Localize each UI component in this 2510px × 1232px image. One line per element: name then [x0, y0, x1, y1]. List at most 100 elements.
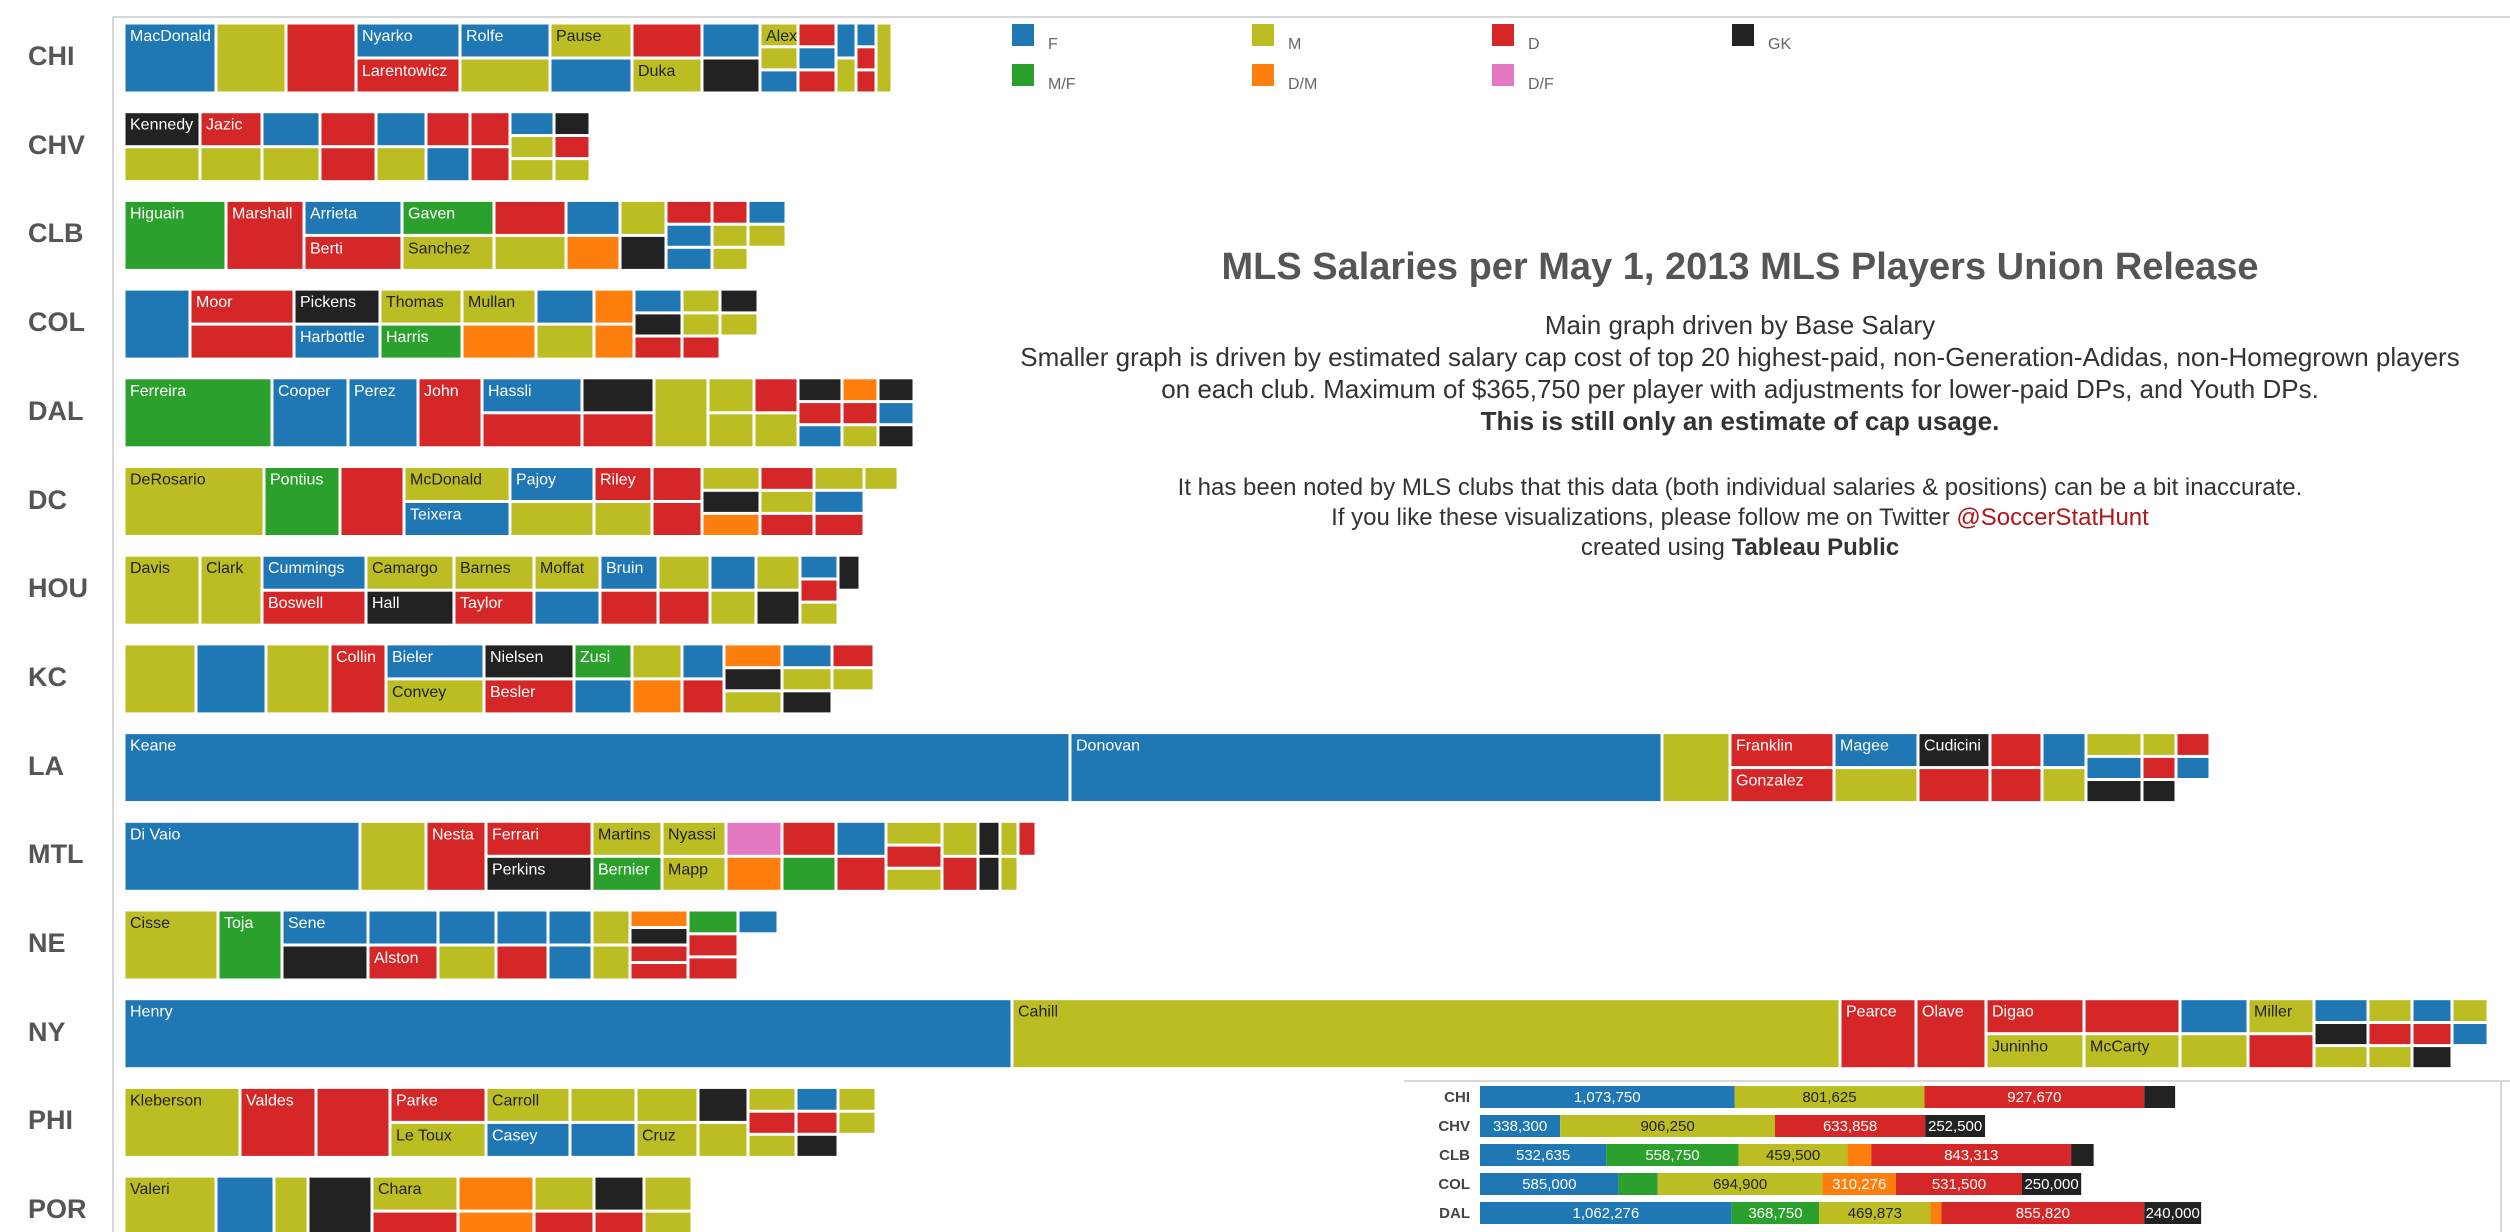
- player-tile[interactable]: [644, 1176, 692, 1211]
- player-tile-pause[interactable]: [550, 23, 632, 58]
- cap-bar-segment[interactable]: [1930, 1202, 1942, 1224]
- player-tile[interactable]: [510, 112, 554, 135]
- player-tile-bernier[interactable]: [592, 856, 662, 891]
- player-tile[interactable]: [566, 235, 620, 270]
- player-tile-duka[interactable]: [632, 58, 702, 93]
- player-tile[interactable]: [554, 159, 590, 182]
- player-tile[interactable]: [600, 590, 658, 625]
- player-tile[interactable]: [682, 644, 724, 679]
- player-tile[interactable]: [702, 513, 760, 537]
- player-tile-kennedy[interactable]: [124, 112, 200, 147]
- player-tile-le-toux[interactable]: [390, 1122, 486, 1157]
- player-tile[interactable]: [702, 23, 760, 58]
- player-tile[interactable]: [534, 1211, 594, 1232]
- player-tile[interactable]: [842, 425, 878, 448]
- player-tile-casey[interactable]: [486, 1122, 570, 1157]
- player-tile[interactable]: [856, 23, 876, 47]
- player-tile-pajoy[interactable]: [510, 467, 594, 501]
- player-tile[interactable]: [644, 1211, 692, 1232]
- player-tile[interactable]: [886, 868, 942, 891]
- player-tile[interactable]: [796, 1134, 838, 1157]
- player-tile[interactable]: [666, 200, 712, 224]
- player-tile-alex[interactable]: [760, 23, 798, 47]
- player-tile[interactable]: [620, 235, 666, 270]
- player-tile[interactable]: [720, 313, 758, 336]
- player-tile[interactable]: [438, 945, 496, 980]
- player-tile[interactable]: [496, 910, 548, 945]
- player-tile[interactable]: [666, 247, 712, 270]
- player-tile[interactable]: [712, 224, 748, 247]
- player-tile-cisse[interactable]: [124, 910, 218, 980]
- player-tile-magee[interactable]: [1834, 733, 1918, 768]
- player-tile[interactable]: [760, 467, 814, 490]
- player-tile[interactable]: [754, 413, 798, 448]
- cap-bar-segment[interactable]: [1480, 1173, 1619, 1195]
- player-tile[interactable]: [856, 47, 876, 70]
- cap-bar-segment[interactable]: [1819, 1202, 1931, 1224]
- tableau-public-link[interactable]: Tableau Public: [1731, 534, 1900, 561]
- player-tile[interactable]: [978, 856, 1000, 891]
- player-tile[interactable]: [782, 691, 832, 714]
- player-tile[interactable]: [376, 147, 426, 182]
- player-tile[interactable]: [2180, 1034, 2248, 1069]
- cap-bar-segment[interactable]: [1657, 1173, 1823, 1195]
- player-tile[interactable]: [286, 23, 356, 93]
- player-tile[interactable]: [836, 821, 886, 856]
- player-tile[interactable]: [838, 1087, 876, 1111]
- player-tile[interactable]: [756, 590, 800, 625]
- player-tile[interactable]: [712, 200, 748, 224]
- player-tile-alston[interactable]: [368, 945, 438, 980]
- player-tile[interactable]: [460, 58, 550, 93]
- player-tile-davis[interactable]: [124, 555, 200, 625]
- player-tile[interactable]: [838, 555, 860, 590]
- player-tile[interactable]: [1918, 768, 1990, 803]
- player-tile[interactable]: [534, 1176, 594, 1211]
- player-tile[interactable]: [814, 513, 864, 537]
- player-tile-zusi[interactable]: [574, 644, 632, 679]
- player-tile[interactable]: [196, 644, 266, 714]
- player-tile[interactable]: [2086, 780, 2142, 803]
- player-tile[interactable]: [878, 402, 914, 425]
- cap-bar-segment[interactable]: [1941, 1202, 2145, 1224]
- player-tile[interactable]: [594, 324, 634, 359]
- player-tile[interactable]: [738, 910, 778, 934]
- player-tile[interactable]: [594, 502, 652, 536]
- player-tile-boswell[interactable]: [262, 590, 366, 625]
- player-tile-pickens[interactable]: [294, 289, 380, 324]
- player-tile[interactable]: [2412, 999, 2452, 1023]
- player-tile-harris[interactable]: [380, 324, 462, 359]
- player-tile[interactable]: [782, 644, 832, 668]
- player-tile[interactable]: [2412, 1046, 2452, 1069]
- player-tile[interactable]: [814, 467, 864, 490]
- player-tile-gaven[interactable]: [402, 200, 494, 235]
- player-tile-collin[interactable]: [330, 644, 386, 714]
- player-tile[interactable]: [536, 289, 594, 324]
- player-tile-mullan[interactable]: [462, 289, 536, 324]
- player-tile[interactable]: [124, 289, 190, 359]
- player-tile[interactable]: [510, 159, 554, 182]
- player-tile-perez[interactable]: [348, 378, 418, 448]
- player-tile-besler[interactable]: [484, 679, 574, 714]
- player-tile[interactable]: [496, 945, 548, 980]
- player-tile-cummings[interactable]: [262, 555, 366, 590]
- player-tile[interactable]: [2314, 1023, 2368, 1046]
- player-tile[interactable]: [2412, 1023, 2452, 1046]
- player-tile-nyarko[interactable]: [356, 23, 460, 58]
- player-tile[interactable]: [262, 112, 320, 147]
- player-tile[interactable]: [634, 289, 682, 313]
- player-tile[interactable]: [376, 112, 426, 147]
- player-tile-mcdonald[interactable]: [404, 467, 510, 501]
- player-tile-pearce[interactable]: [1840, 999, 1916, 1069]
- player-tile[interactable]: [536, 324, 594, 359]
- player-tile[interactable]: [688, 934, 738, 957]
- cap-bar-segment[interactable]: [1924, 1086, 2145, 1108]
- player-tile-nyassi[interactable]: [662, 821, 726, 856]
- player-tile[interactable]: [856, 70, 876, 93]
- player-tile-berti[interactable]: [304, 235, 402, 270]
- player-tile[interactable]: [462, 324, 536, 359]
- player-tile[interactable]: [800, 602, 838, 625]
- player-tile[interactable]: [570, 1122, 636, 1157]
- player-tile-ferreira[interactable]: [124, 378, 272, 448]
- player-tile[interactable]: [726, 821, 782, 856]
- player-tile[interactable]: [682, 313, 720, 336]
